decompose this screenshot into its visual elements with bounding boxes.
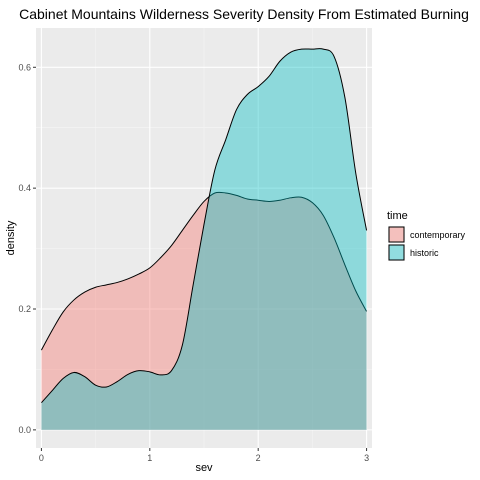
y-tick-label: 0.2 [18, 304, 31, 314]
x-tick-label: 0 [39, 453, 44, 463]
y-tick-label: 0.0 [18, 425, 31, 435]
legend-label-historic: historic [410, 248, 439, 258]
x-axis-ticks: 0 1 2 3 [39, 448, 369, 463]
density-area-contemporary [41, 192, 367, 430]
density-areas [40, 48, 368, 430]
legend-key-bg [388, 226, 405, 243]
density-line-historic [41, 48, 368, 404]
legend-label-contemporary: contemporary [410, 230, 466, 240]
density-line-contemporary [40, 191, 368, 351]
legend-title: time [387, 210, 408, 222]
legend: time contemporary historic [387, 210, 466, 261]
y-axis-ticks: 0.0 0.2 0.4 0.6 [18, 62, 36, 435]
y-axis-label: density [5, 220, 17, 255]
legend-key-historic [388, 244, 405, 261]
x-tick-label: 2 [256, 453, 261, 463]
y-tick-label: 0.6 [18, 62, 31, 72]
x-tick-label: 1 [147, 453, 152, 463]
density-area-historic [41, 48, 367, 430]
legend-key-contemporary [388, 226, 405, 243]
chart-title: Cabinet Mountains Wilderness Severity De… [19, 6, 469, 22]
y-tick-label: 0.4 [18, 183, 31, 193]
legend-key-bg [388, 244, 405, 261]
x-tick-label: 3 [364, 453, 369, 463]
grid-lines [36, 28, 372, 448]
x-axis-label: sev [195, 462, 213, 474]
